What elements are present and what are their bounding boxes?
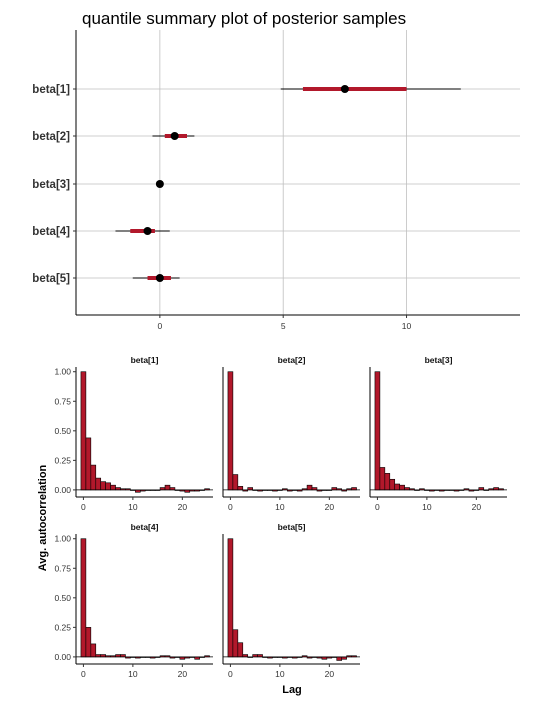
x-tick-label: 0 — [81, 669, 86, 679]
y-tick-label: 0.75 — [54, 396, 71, 406]
facet-panel: beta[1] 0 10 20 1.00 0.75 0.50 0.25 0.00 — [54, 355, 213, 512]
x-tick-label: 20 — [178, 502, 188, 512]
x-tick-label: 10 — [275, 502, 285, 512]
acf-bar — [110, 484, 116, 491]
acf-bar — [306, 484, 313, 491]
acf-bar — [227, 371, 234, 491]
acf-bar — [336, 656, 343, 661]
y-tick-label: 0.00 — [54, 485, 71, 495]
interval-plot: beta[1] beta[2] beta[3] beta[4] beta[5] 0 5 10 — [32, 30, 520, 331]
y-tick-label: beta[5] — [32, 273, 70, 285]
y-tick-label: 1.00 — [54, 367, 71, 377]
x-tick-label: 10 — [275, 669, 285, 679]
y-tick-label: 0.25 — [54, 622, 71, 632]
x-tick-label: 10 — [422, 502, 432, 512]
acf-bar — [90, 464, 97, 491]
facet-strip-label: beta[4] — [131, 522, 159, 532]
y-tick-label: beta[3] — [32, 179, 70, 191]
acf-bar — [100, 481, 106, 491]
median-point — [155, 180, 164, 188]
acf-bar — [164, 484, 171, 491]
autocorrelation-plot: beta[1] 0 10 20 1.00 0.75 0.50 0.25 0.00 beta[2] 0… — [54, 355, 507, 679]
facet-strip-label: beta[3] — [425, 355, 453, 365]
x-tick-label: 10 — [128, 669, 138, 679]
acf-bar — [105, 482, 111, 491]
acf-bar — [80, 371, 87, 491]
chart-title: quantile summary plot of posterior sampl… — [82, 9, 406, 28]
acf-bar — [399, 484, 405, 491]
acf-bar — [80, 538, 87, 658]
x-tick-label: 0 — [81, 502, 86, 512]
acf-bar — [95, 477, 102, 491]
median-point — [155, 274, 164, 282]
y-tick-label: 1.00 — [54, 534, 71, 544]
x-tick-label: 20 — [472, 502, 482, 512]
y-tick-label: 0.50 — [54, 426, 71, 436]
x-tick-label: 20 — [325, 502, 335, 512]
acf-bar — [232, 474, 239, 491]
y-tick-label: 0.25 — [54, 455, 71, 465]
x-tick-label: 0 — [228, 502, 233, 512]
x-axis-title: Lag — [282, 684, 302, 696]
y-tick-label: beta[4] — [32, 226, 70, 238]
x-tick-label: 20 — [325, 669, 335, 679]
acf-bar — [379, 467, 386, 491]
acf-bar — [85, 437, 92, 491]
y-tick-label: beta[1] — [32, 84, 70, 96]
acf-bar — [384, 473, 391, 491]
acf-bar — [232, 629, 239, 658]
median-point — [340, 85, 349, 93]
facet-panel: beta[2] 0 10 20 — [222, 355, 360, 512]
acf-bar — [374, 371, 381, 491]
y-tick-label: beta[2] — [32, 131, 70, 143]
acf-bar — [394, 483, 400, 491]
x-tick-label: 10 — [402, 321, 412, 331]
acf-bar — [237, 642, 244, 658]
acf-bar — [237, 486, 244, 491]
y-tick-label: 0.50 — [54, 593, 71, 603]
median-point — [170, 132, 179, 140]
facet-strip-label: beta[1] — [131, 355, 159, 365]
facet-panel: beta[4] 0 10 20 1.00 0.75 0.50 0.25 0.00 — [54, 522, 213, 679]
x-tick-label: 5 — [281, 321, 286, 331]
facet-strip-label: beta[2] — [278, 355, 306, 365]
facet-strip-label: beta[5] — [278, 522, 306, 532]
acf-bar — [90, 643, 97, 658]
median-point — [143, 227, 152, 235]
x-tick-label: 10 — [128, 502, 138, 512]
acf-bar — [85, 627, 92, 658]
x-tick-label: 0 — [157, 321, 162, 331]
facet-panel: beta[5] 0 10 20 — [222, 522, 360, 679]
x-tick-label: 0 — [228, 669, 233, 679]
acf-bar — [227, 538, 234, 658]
x-tick-label: 0 — [375, 502, 380, 512]
y-tick-label: 0.75 — [54, 563, 71, 573]
facet-panel: beta[3] 0 10 20 — [369, 355, 507, 512]
y-axis-title: Avg. autocorrelation — [37, 464, 49, 571]
acf-bar — [389, 478, 396, 491]
y-tick-label: 0.00 — [54, 652, 71, 662]
x-tick-label: 20 — [178, 669, 188, 679]
